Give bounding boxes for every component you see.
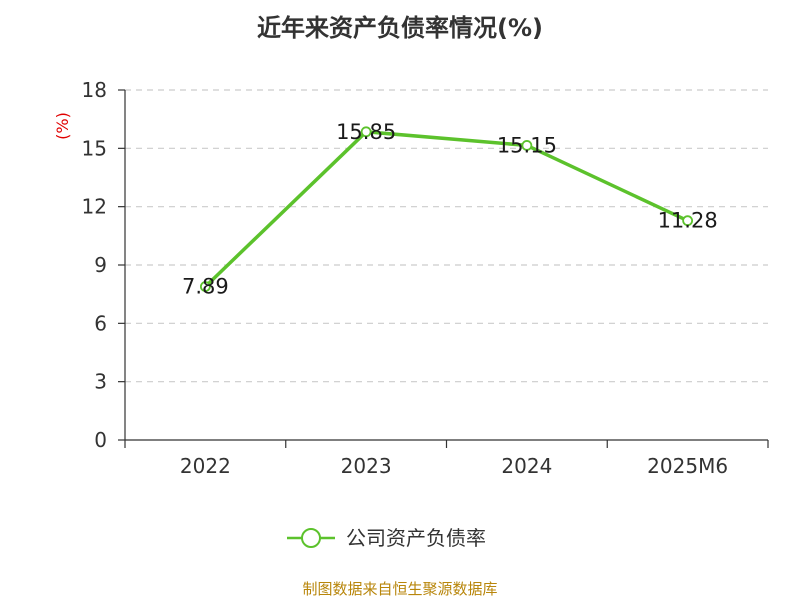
x-tick-label: 2025M6 (647, 454, 728, 478)
y-tick-label: 12 (82, 195, 107, 219)
series-line (204, 130, 689, 288)
y-tick-label: 18 (82, 78, 107, 102)
source-note: 制图数据来自恒生聚源数据库 (302, 580, 498, 598)
legend-label[interactable]: 公司资产负债率 (346, 526, 486, 550)
y-tick-label: 9 (94, 253, 107, 277)
legend-circle (301, 528, 321, 548)
data-label: 15.15 (497, 133, 557, 157)
data-point (521, 140, 533, 151)
data-point (682, 215, 694, 227)
data-labels: 7.89 15.85 15.15 11.28 (182, 120, 718, 299)
y-tick-label: 6 (94, 311, 107, 335)
y-axis-label: (%) (53, 112, 72, 140)
data-label: 15.85 (336, 120, 396, 144)
y-tick-label: 3 (94, 370, 107, 394)
data-point (199, 281, 211, 292)
axes: 0 3 6 9 12 15 18 2022 2023 2024 2025M6 (82, 78, 769, 478)
gridlines (125, 89, 768, 383)
data-point (360, 126, 372, 138)
legend-marker-icon (287, 528, 335, 548)
y-tick-label: 0 (94, 428, 107, 452)
x-tick-label: 2023 (341, 454, 392, 478)
data-label: 7.89 (182, 275, 229, 299)
x-tick-label: 2022 (180, 454, 231, 478)
chart-title: 近年来资产负债率情况(%) (257, 14, 543, 42)
y-tick-label: 15 (82, 136, 107, 160)
data-label: 11.28 (658, 209, 718, 233)
series (199, 126, 694, 292)
x-tick-label: 2024 (501, 454, 552, 478)
